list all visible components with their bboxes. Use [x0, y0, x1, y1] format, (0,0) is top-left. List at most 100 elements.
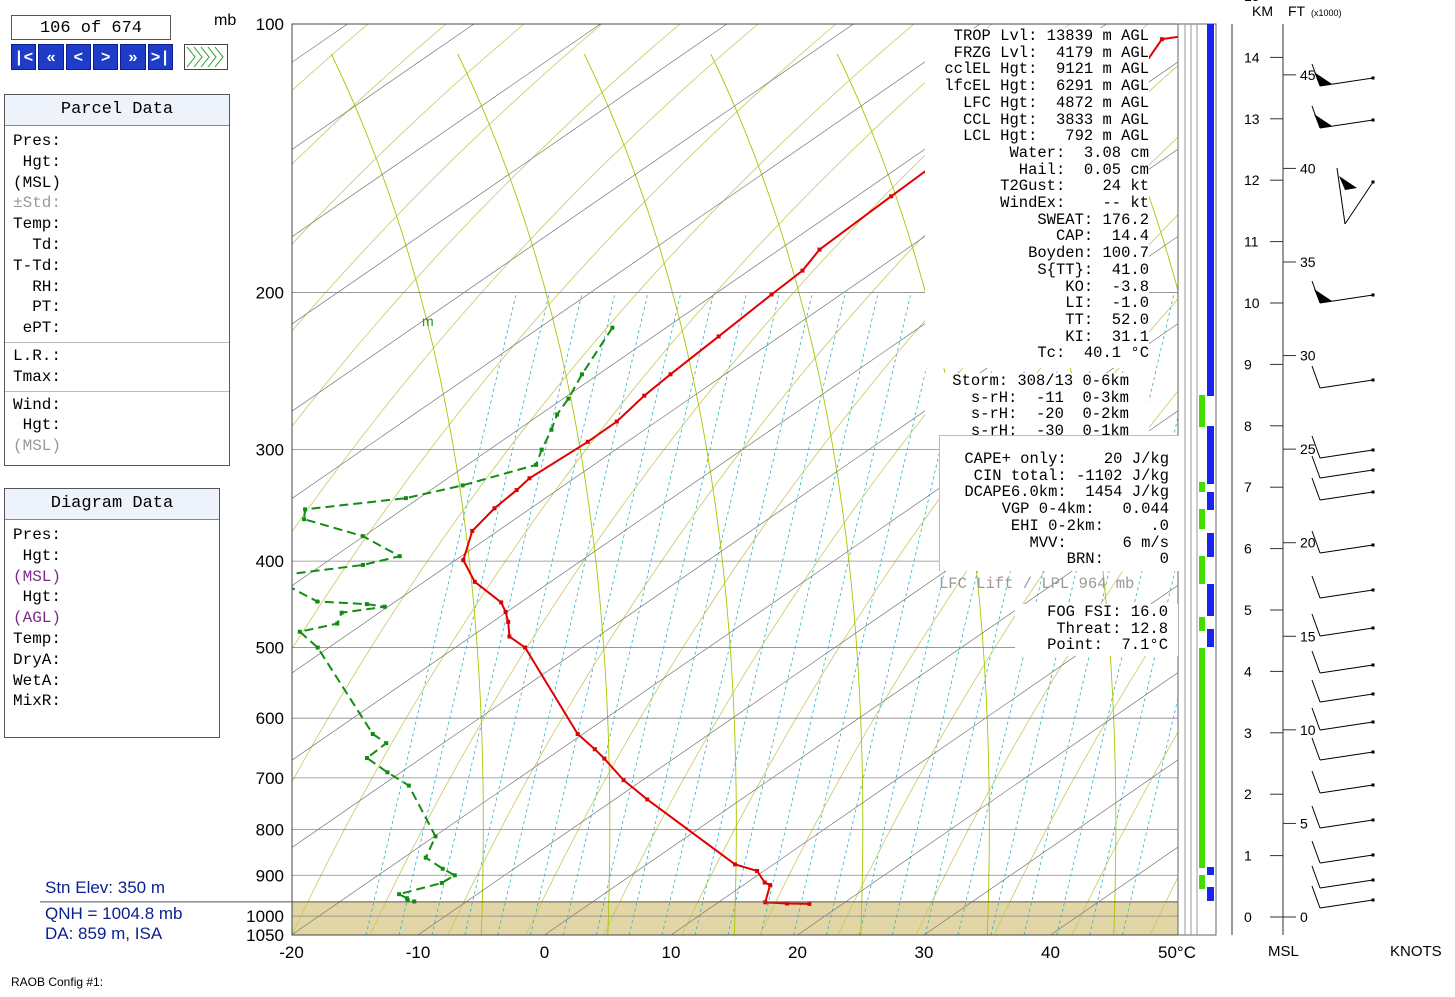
km-tick-label: 14 [1244, 49, 1260, 65]
wind-barb-staff [1319, 449, 1374, 459]
dewpoint-point [360, 534, 365, 539]
kft-tick-label: 0 [1300, 909, 1308, 925]
last-button[interactable]: >| [147, 44, 173, 70]
parcel-data-panel: Parcel Data Pres: Hgt: (MSL) ±Std: Temp:… [4, 94, 230, 466]
mixing-ratio-label: m [422, 313, 434, 329]
parcel-data-title: Parcel Data [5, 95, 229, 126]
wind-barb-staff [1319, 589, 1374, 599]
index-line: LFC Hgt: 4872 m AGL [962, 93, 1149, 112]
wind-barb-staff [1319, 819, 1374, 829]
parcel-field: Td: [13, 235, 62, 254]
km-tick-label: 2 [1244, 786, 1252, 802]
lfc-lift-note: LFC Lift / LPL 964 mb [939, 575, 1135, 593]
dewpoint-point [405, 898, 410, 903]
kft-tick-label: 20 [1300, 535, 1316, 551]
index-line: LCL Hgt: 792 m AGL [962, 127, 1149, 146]
diagram-field: Hgt: [13, 546, 62, 565]
wind-barb-dot [1371, 626, 1375, 630]
wind-barb [1311, 435, 1375, 459]
wind-barb-staff [1319, 544, 1374, 554]
knots-label: KNOTS [1390, 943, 1442, 960]
dry-adiabat [292, 24, 759, 533]
dewpoint-point [439, 880, 444, 885]
wind-barb-flag [1311, 613, 1321, 637]
dewpoint-point [452, 873, 457, 878]
dry-adiabat [1228, 24, 1455, 935]
dry-adiabat [292, 24, 447, 165]
temperature-point [602, 756, 607, 761]
pressure-tick-label: 1050 [246, 926, 284, 945]
index-line: Boyden: 100.7 [1028, 244, 1149, 263]
index-line: CIN total: -1102 J/kg [973, 466, 1169, 485]
dewpoint-point [440, 866, 445, 871]
adiabat-toggle-button[interactable] [184, 44, 228, 70]
pressure-tick-label: 500 [256, 639, 284, 658]
dewpoint-point [335, 621, 340, 626]
cloud-bar [1207, 584, 1214, 616]
wind-barb-flag [1311, 650, 1321, 674]
dry-adiabat [292, 24, 525, 245]
next-button[interactable]: > [92, 44, 119, 70]
wind-barb-staff [1319, 294, 1374, 304]
parcel-field: ePT: [13, 319, 62, 338]
wind-barb-dot [1371, 543, 1375, 547]
parcel-field: Wind: [13, 395, 62, 414]
isotherm [1304, 24, 1455, 935]
pressure-tick-label: 800 [256, 821, 284, 840]
km-tick-label: 6 [1244, 541, 1252, 557]
wind-barb-flag [1311, 530, 1321, 554]
back-fast-button[interactable]: « [38, 44, 64, 70]
wind-barb [1311, 805, 1375, 829]
dewpoint-point [315, 599, 320, 604]
adiabat-icon [186, 46, 224, 68]
cloud-bar [1207, 867, 1214, 875]
kft-tick-label: 5 [1300, 815, 1308, 831]
dewpoint-point [534, 462, 539, 467]
isotherm [292, 24, 981, 499]
wind-barb-pennant [1314, 72, 1332, 86]
cloud-bar [1207, 533, 1214, 557]
sounding-nav: |< « < > » >| [11, 44, 173, 70]
mixing-ratio-line [628, 293, 780, 935]
temperature-point [472, 579, 477, 584]
wind-barb-flag [1311, 865, 1321, 889]
cloud-bar [1207, 887, 1214, 901]
dewpoint-point [406, 783, 411, 788]
mixing-ratio-line [694, 293, 846, 935]
dewpoint-point [382, 604, 387, 609]
previous-button[interactable]: < [65, 44, 91, 70]
temperature-point [507, 634, 512, 639]
mixing-ratio-line [431, 293, 583, 935]
pressure-tick-label: 600 [256, 709, 284, 728]
temperature-point [668, 372, 673, 377]
forward-fast-button[interactable]: » [120, 44, 146, 70]
temperature-point [575, 732, 580, 737]
wind-barb [1311, 737, 1375, 761]
km-label: KM [1252, 3, 1273, 19]
wind-barb-dot [1371, 783, 1375, 787]
dry-adiabat [0, 24, 56, 935]
wind-barb-staff [1319, 899, 1374, 909]
dewpoint-point [433, 834, 438, 839]
dewpoint-point [384, 741, 389, 746]
temperature-point [506, 619, 511, 624]
moisture-bar [1199, 482, 1205, 492]
first-button[interactable]: |< [11, 44, 37, 70]
parcel-field: Hgt: [13, 416, 62, 435]
wind-barb [1311, 105, 1375, 129]
plot-area [0, 24, 1455, 935]
wind-barb-staff [1319, 664, 1374, 674]
temperature-point [1255, 24, 1259, 28]
dewpoint-point [315, 645, 320, 650]
index-line: FRZG Lvl: 4179 m AGL [953, 43, 1149, 62]
km-tick-label: 0 [1244, 909, 1252, 925]
index-line: DCAPE6.0km: 1454 J/kg [964, 483, 1169, 502]
km-tick-label: 7 [1244, 479, 1252, 495]
parcel-field: Tmax: [13, 367, 62, 386]
mixing-ratio-line [727, 293, 879, 935]
mixing-ratio-line [1056, 415, 1178, 935]
wind-barb-dot [1371, 692, 1375, 696]
temperature-point [642, 393, 647, 398]
wind-barb-flag [1311, 679, 1321, 703]
